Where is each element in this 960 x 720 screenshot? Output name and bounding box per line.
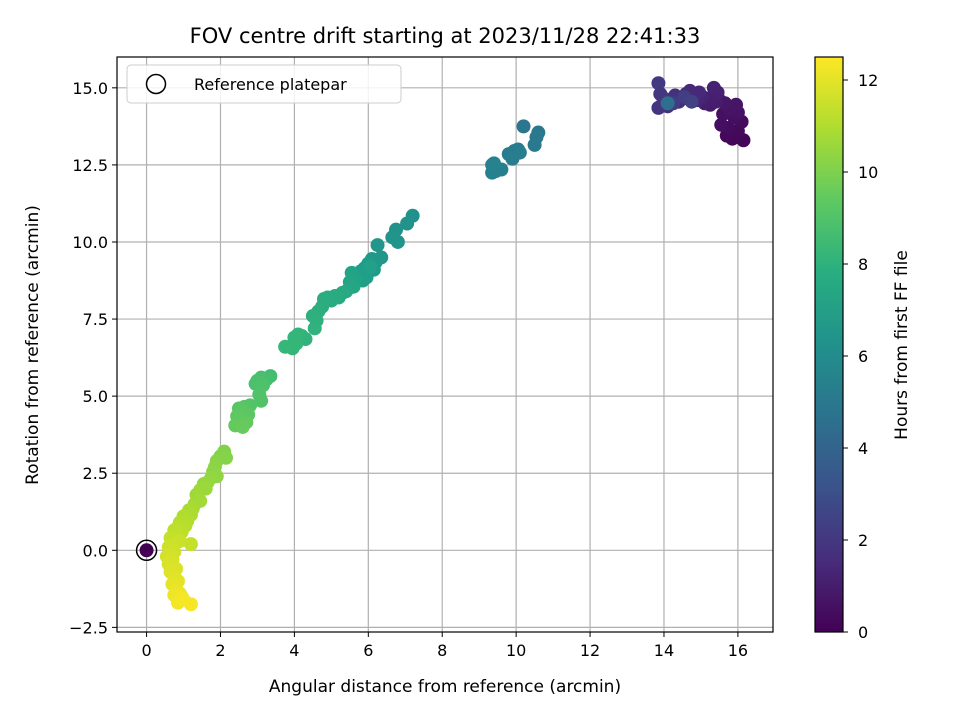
data-point (486, 156, 501, 171)
plot-area (117, 57, 773, 632)
y-tick-label: 12.5 (72, 156, 108, 175)
colorbar-label: Hours from first FF file (892, 250, 912, 440)
data-point (729, 97, 744, 112)
colorbar-ticks: 0 2 4 6 8 10 12 (843, 71, 878, 642)
colorbar-tick-label: 2 (858, 531, 868, 550)
x-axis-label: Angular distance from reference (arcmin) (269, 677, 621, 697)
data-point (516, 119, 531, 134)
reference-point-ring (135, 539, 158, 562)
x-axis-ticks: 0 2 4 6 8 10 12 14 16 (141, 632, 748, 660)
y-axis-label: Rotation from reference (arcmin) (23, 205, 43, 485)
legend-box (126, 64, 402, 104)
data-point (176, 592, 191, 607)
chart-title: FOV centre drift starting at 2023/11/28 … (190, 24, 701, 48)
data-point (527, 137, 542, 152)
data-point (505, 151, 520, 166)
data-point (714, 117, 729, 132)
y-tick-label: −2.5 (69, 618, 108, 637)
data-points (159, 76, 751, 612)
y-tick-label: 5.0 (83, 387, 108, 406)
reference-marker-layer (135, 539, 158, 562)
x-tick-label: 12 (580, 641, 600, 660)
y-tick-label: 7.5 (83, 310, 108, 329)
data-point (400, 216, 415, 231)
legend-marker-open-circle (145, 73, 167, 95)
colorbar-tick-label: 12 (858, 71, 878, 90)
legend-label-reference-platepar: Reference platepar (194, 75, 347, 94)
colorbar-gradient (815, 57, 843, 632)
x-tick-label: 2 (215, 641, 225, 660)
colorbar-tick-label: 6 (858, 347, 868, 366)
colorbar: 0 2 4 6 8 10 12 Hours from first FF file (814, 56, 912, 642)
data-point (307, 321, 322, 336)
colorbar-tick-label: 0 (858, 623, 868, 642)
data-point (363, 259, 378, 274)
data-point (660, 96, 675, 111)
legend: Reference platepar (126, 64, 402, 104)
x-tick-label: 16 (728, 641, 748, 660)
colorbar-tick-label: 8 (858, 255, 868, 274)
y-tick-label: 2.5 (83, 464, 108, 483)
y-tick-label: 15.0 (72, 79, 108, 98)
data-point (390, 234, 405, 249)
data-point (706, 80, 721, 95)
x-tick-label: 8 (437, 641, 447, 660)
colorbar-tick-label: 4 (858, 439, 868, 458)
data-point (235, 419, 250, 434)
colorbar-frame (814, 56, 844, 633)
plot-frame (116, 56, 774, 633)
y-tick-label: 0.0 (83, 541, 108, 560)
data-point (370, 238, 385, 253)
x-tick-label: 4 (289, 641, 299, 660)
y-axis-ticks: −2.5 0.0 2.5 5.0 7.5 10.0 12.5 15.0 (69, 79, 117, 637)
x-tick-label: 14 (654, 641, 674, 660)
data-point (254, 393, 269, 408)
y-tick-label: 10.0 (72, 233, 108, 252)
data-point (183, 537, 198, 552)
x-tick-label: 6 (363, 641, 373, 660)
x-tick-label: 0 (141, 641, 151, 660)
data-point (651, 76, 666, 91)
reference-point-fill (139, 543, 154, 558)
colorbar-tick-label: 10 (858, 163, 878, 182)
x-tick-label: 10 (506, 641, 526, 660)
data-point (278, 339, 293, 354)
data-point (684, 94, 699, 109)
